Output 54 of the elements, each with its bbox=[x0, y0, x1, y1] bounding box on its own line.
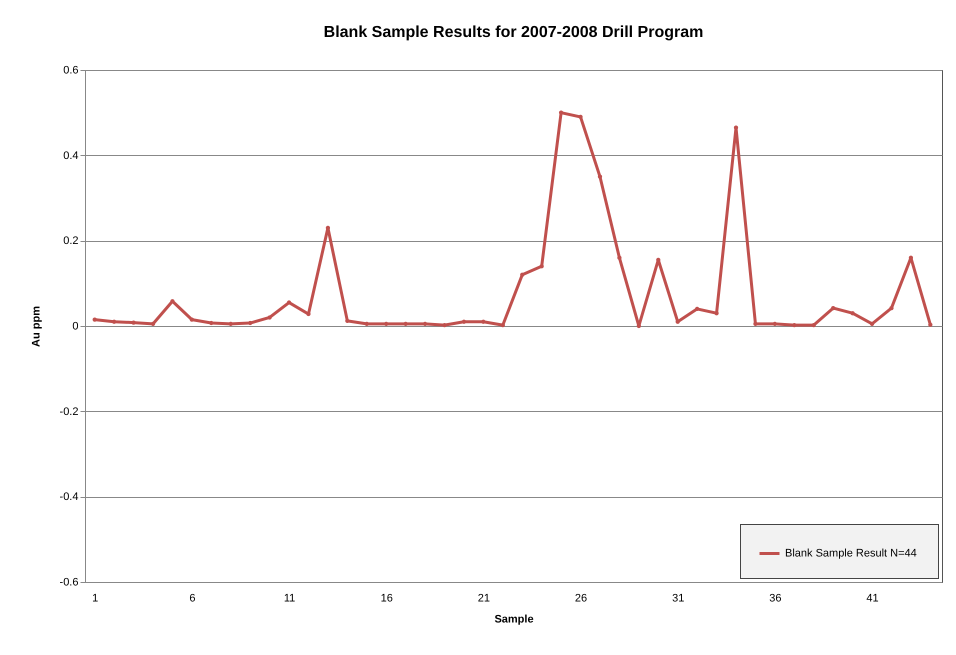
x-tick-label: 21 bbox=[478, 592, 490, 604]
point bbox=[404, 322, 408, 326]
point bbox=[831, 306, 836, 310]
point bbox=[695, 306, 700, 312]
point bbox=[209, 320, 214, 326]
point bbox=[520, 272, 524, 277]
point bbox=[578, 114, 583, 120]
point bbox=[714, 311, 719, 316]
point bbox=[540, 264, 544, 268]
point bbox=[598, 174, 602, 179]
point bbox=[422, 322, 428, 326]
point bbox=[384, 322, 388, 326]
point bbox=[753, 322, 758, 326]
point bbox=[267, 315, 272, 320]
point bbox=[112, 320, 116, 324]
point bbox=[364, 322, 369, 326]
point bbox=[248, 320, 252, 326]
x-tick-label: 26 bbox=[574, 592, 588, 604]
x-tick-label: 31 bbox=[672, 592, 684, 604]
point bbox=[345, 318, 350, 323]
point bbox=[928, 322, 932, 327]
x-tick-label: 1 bbox=[92, 592, 98, 604]
point bbox=[792, 323, 796, 328]
x-tick-label: 16 bbox=[380, 592, 393, 604]
point bbox=[326, 226, 330, 230]
point bbox=[150, 322, 156, 326]
y-tick-label: 0.6 bbox=[63, 64, 78, 76]
y-tick-label: 0.2 bbox=[63, 235, 78, 248]
point bbox=[850, 311, 855, 316]
point bbox=[481, 320, 486, 324]
y-tick-label: -0.6 bbox=[60, 576, 78, 588]
point bbox=[190, 317, 194, 322]
point bbox=[772, 322, 777, 326]
x-tick-label: 36 bbox=[769, 592, 782, 604]
point bbox=[812, 323, 816, 328]
y-tick-label: 0.4 bbox=[63, 150, 78, 162]
chart-title: Blank Sample Results for 2007-2008 Drill Program bbox=[324, 24, 704, 41]
x-tick-label: 41 bbox=[866, 592, 879, 604]
point bbox=[889, 306, 894, 310]
x-tick-label: 11 bbox=[284, 592, 296, 604]
x-axis-title: Sample bbox=[494, 614, 534, 626]
point bbox=[462, 320, 466, 324]
point bbox=[617, 256, 622, 260]
legend-label: Blank Sample Result N=44 bbox=[785, 548, 917, 560]
y-tick-label: -0.2 bbox=[60, 406, 78, 418]
x-tick-label: 6 bbox=[189, 592, 196, 604]
point bbox=[286, 300, 292, 305]
y-axis-title: Au ppm bbox=[30, 306, 43, 347]
y-tick-label: -0.4 bbox=[60, 491, 78, 504]
point bbox=[500, 323, 505, 328]
point bbox=[228, 322, 233, 326]
point bbox=[870, 322, 874, 326]
y-tick-label: 0 bbox=[72, 320, 78, 332]
point bbox=[92, 317, 97, 322]
